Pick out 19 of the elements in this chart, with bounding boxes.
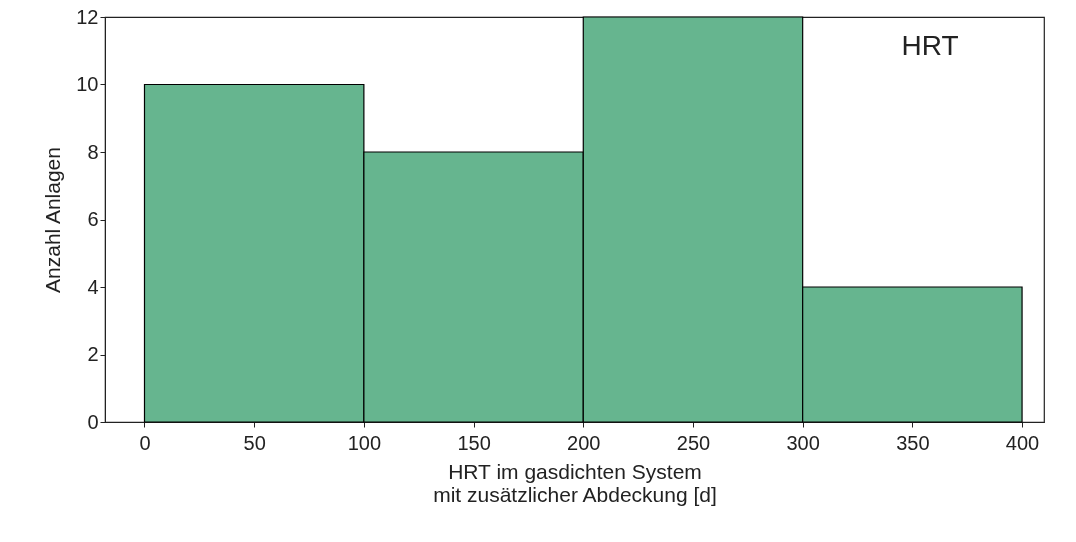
x-tick-label: 0 bbox=[139, 431, 151, 454]
y-tick-label: 8 bbox=[87, 140, 99, 163]
x-tick-label: 100 bbox=[347, 431, 382, 454]
x-tick-label: 200 bbox=[567, 431, 601, 454]
y-tick-label: 0 bbox=[87, 410, 99, 433]
x-tick-label: 350 bbox=[896, 431, 930, 454]
y-tick-label: 10 bbox=[76, 73, 99, 95]
annotation: HRT bbox=[901, 30, 959, 61]
x-axis-title: HRT im gasdichten System mit zusätzlicher Abdeckung [d] bbox=[433, 459, 717, 506]
y-tick-label: 6 bbox=[87, 208, 99, 230]
x-tick-label: 50 bbox=[243, 431, 266, 454]
x-tick-label: 400 bbox=[1005, 431, 1040, 454]
x-tick-label: 150 bbox=[457, 431, 491, 454]
x-tick-label: 250 bbox=[676, 431, 711, 454]
x-tick-label: 300 bbox=[786, 431, 820, 454]
y-axis-title: Anzahl Anlagen bbox=[41, 147, 65, 293]
y-tick-label: 12 bbox=[76, 5, 99, 28]
y-tick-label: 4 bbox=[87, 275, 99, 298]
y-tick-label: 2 bbox=[87, 343, 99, 365]
